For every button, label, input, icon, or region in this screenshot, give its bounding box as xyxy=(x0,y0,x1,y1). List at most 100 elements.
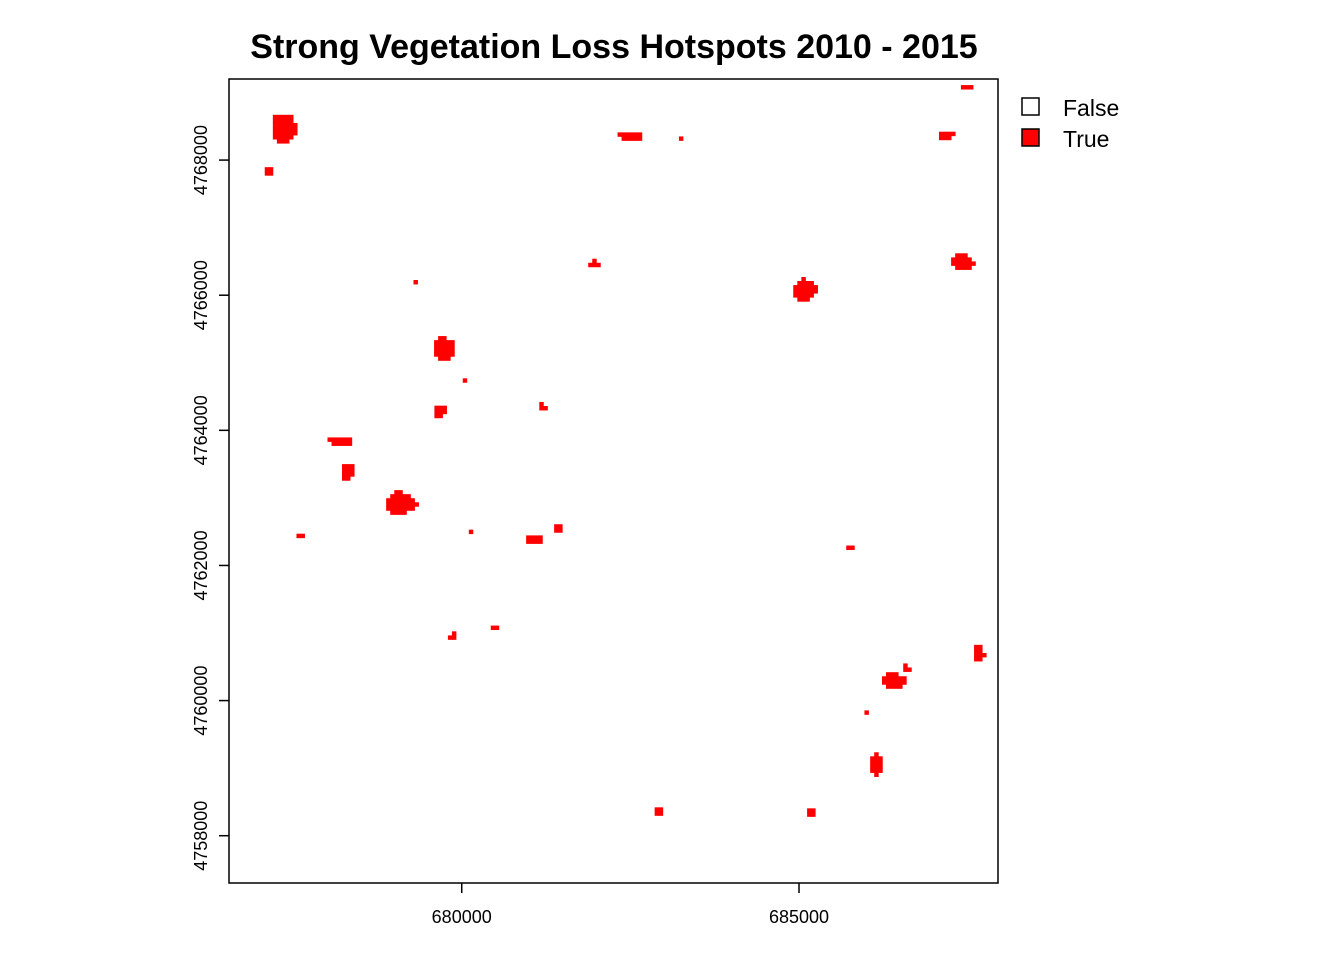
hotspot-cell xyxy=(978,648,983,654)
hotspot-cell xyxy=(530,535,535,540)
hotspot-cell xyxy=(284,114,290,120)
hotspot-cell xyxy=(963,253,968,258)
hotspot-cell xyxy=(438,344,443,349)
hotspot-cell xyxy=(434,344,439,349)
hotspot-cell xyxy=(394,494,399,499)
hotspot-cell xyxy=(874,760,879,765)
hotspot-cell xyxy=(341,468,347,473)
hotspot-5 xyxy=(938,131,956,141)
hotspot-cell xyxy=(938,135,944,141)
hotspot-cell xyxy=(539,406,544,411)
y-tick-label: 4768000 xyxy=(191,125,211,195)
hotspot-cell xyxy=(490,625,496,631)
hotspot-cell xyxy=(394,490,399,495)
hotspot-cell xyxy=(629,136,635,141)
hotspot-cell xyxy=(870,764,875,769)
hotspot-cell xyxy=(296,533,301,539)
hotspot-cell xyxy=(386,506,391,511)
hotspot-cell xyxy=(442,340,447,345)
hotspot-cell xyxy=(898,684,903,689)
hotspot-cell xyxy=(398,490,403,495)
hotspot-cell xyxy=(276,122,282,128)
hotspot-cell xyxy=(284,122,290,128)
hotspot-cell xyxy=(280,131,286,136)
hotspot-cell xyxy=(809,289,814,294)
hotspot-cell xyxy=(978,652,983,658)
hotspot-cell xyxy=(280,122,286,128)
hotspot-cell xyxy=(526,535,531,540)
hotspot-cell xyxy=(438,336,443,341)
hotspot-cell xyxy=(390,498,395,503)
hotspot-15 xyxy=(327,437,353,446)
hotspot-cell xyxy=(807,812,812,817)
hotspot-cell xyxy=(346,472,351,477)
hotspot-cell xyxy=(878,760,883,765)
hotspot-cell xyxy=(554,528,559,533)
hotspot-cell xyxy=(886,684,891,689)
hotspot-cell xyxy=(654,807,660,812)
hotspot-cell xyxy=(874,768,879,773)
hotspot-cell xyxy=(534,539,539,544)
hotspot-cell xyxy=(903,663,908,668)
hotspot-cell xyxy=(543,406,548,411)
hotspot-cell xyxy=(339,437,345,442)
hotspot-cell xyxy=(280,114,286,120)
hotspot-cell xyxy=(410,502,415,507)
hotspot-cell xyxy=(967,257,972,262)
hotspot-cell xyxy=(894,676,899,681)
hotspot-cell xyxy=(446,340,451,345)
hotspot-cell xyxy=(894,684,899,689)
hotspot-cell xyxy=(526,539,531,544)
hotspot-cell xyxy=(468,529,474,535)
hotspot-cell xyxy=(264,167,270,172)
legend-label-false: False xyxy=(1063,95,1119,121)
hotspot-cell xyxy=(442,352,447,357)
hotspot-cell xyxy=(402,506,407,511)
hotspot-cell xyxy=(807,808,812,813)
hotspot-cell xyxy=(967,261,972,266)
hotspot-cell xyxy=(874,764,879,769)
hotspot-cell xyxy=(442,336,447,341)
hotspot-cell xyxy=(402,510,407,515)
hotspot-cell xyxy=(346,476,351,481)
hotspot-cell xyxy=(894,672,899,677)
hotspot-cell xyxy=(801,281,806,286)
hotspot-cell xyxy=(938,131,944,137)
hotspot-cell xyxy=(654,811,660,816)
x-axis: 680000 685000 xyxy=(432,883,829,927)
hotspot-cell xyxy=(264,171,270,176)
hotspot-cell xyxy=(446,352,451,357)
hotspot-cell xyxy=(451,635,457,640)
hotspot-20 xyxy=(526,535,543,544)
hotspot-cell xyxy=(451,631,457,636)
hotspot-cell xyxy=(438,413,443,419)
hotspot-cell xyxy=(886,672,891,677)
hotspot-cell xyxy=(300,533,305,539)
hotspot-cell xyxy=(390,510,395,515)
hotspot-cell xyxy=(813,289,818,294)
hotspot-cell xyxy=(284,131,290,136)
hotspot-cell xyxy=(878,768,883,773)
legend-swatch-false xyxy=(1021,97,1040,116)
y-tick-label: 4766000 xyxy=(191,260,211,330)
y-tick-label: 4758000 xyxy=(191,801,211,871)
hotspot-cell xyxy=(289,114,294,120)
hotspot-cell xyxy=(951,261,956,266)
hotspot-cell xyxy=(350,464,355,469)
hotspot-cell xyxy=(350,472,355,477)
hotspot-cell xyxy=(554,524,559,529)
hotspot-8 xyxy=(951,253,976,270)
hotspot-cell xyxy=(293,131,298,136)
hotspot-cell xyxy=(801,297,806,302)
hotspot-cell xyxy=(442,405,447,411)
hotspot-cell xyxy=(272,122,278,128)
hotspot-cell xyxy=(870,768,875,773)
hotspot-cell xyxy=(951,257,956,262)
hotspot-10 xyxy=(413,280,418,285)
y-axis: 4758000 4760000 4762000 4764000 4766000 47680… xyxy=(191,125,229,871)
hotspot-cell xyxy=(394,506,399,511)
hotspot-cell xyxy=(341,472,347,477)
hotspot-cell xyxy=(289,118,294,124)
hotspot-cell xyxy=(394,510,399,515)
